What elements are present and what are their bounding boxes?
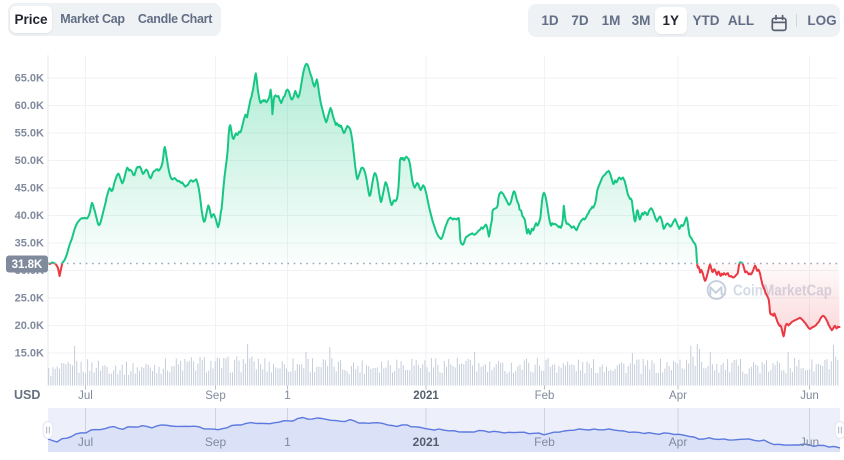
- svg-text:55.0K: 55.0K: [15, 128, 44, 140]
- svg-text:Jul: Jul: [78, 435, 93, 449]
- svg-text:40.0K: 40.0K: [15, 210, 44, 222]
- svg-text:Feb: Feb: [535, 390, 555, 402]
- svg-text:20.0K: 20.0K: [15, 320, 44, 332]
- svg-text:45.0K: 45.0K: [15, 183, 44, 195]
- svg-text:50.0K: 50.0K: [15, 155, 44, 167]
- svg-text:1: 1: [284, 435, 291, 449]
- svg-text:Feb: Feb: [534, 435, 555, 449]
- svg-text:Jun: Jun: [800, 435, 819, 449]
- svg-text:Sep: Sep: [205, 390, 225, 402]
- svg-text:Sep: Sep: [205, 435, 227, 449]
- svg-text:Jul: Jul: [78, 390, 93, 402]
- svg-text:USD: USD: [14, 388, 40, 402]
- svg-text:31.8K: 31.8K: [12, 259, 43, 271]
- svg-text:2021: 2021: [413, 435, 440, 449]
- svg-text:Apr: Apr: [669, 390, 687, 402]
- svg-text:35.0K: 35.0K: [15, 238, 44, 250]
- svg-text:25.0K: 25.0K: [15, 293, 44, 305]
- svg-text:Jun: Jun: [800, 390, 819, 402]
- svg-text:2021: 2021: [413, 390, 439, 402]
- svg-text:15.0K: 15.0K: [15, 348, 44, 360]
- svg-text:1: 1: [284, 390, 290, 402]
- svg-text:60.0K: 60.0K: [15, 100, 44, 112]
- svg-text:Apr: Apr: [669, 435, 688, 449]
- svg-text:65.0K: 65.0K: [15, 73, 44, 85]
